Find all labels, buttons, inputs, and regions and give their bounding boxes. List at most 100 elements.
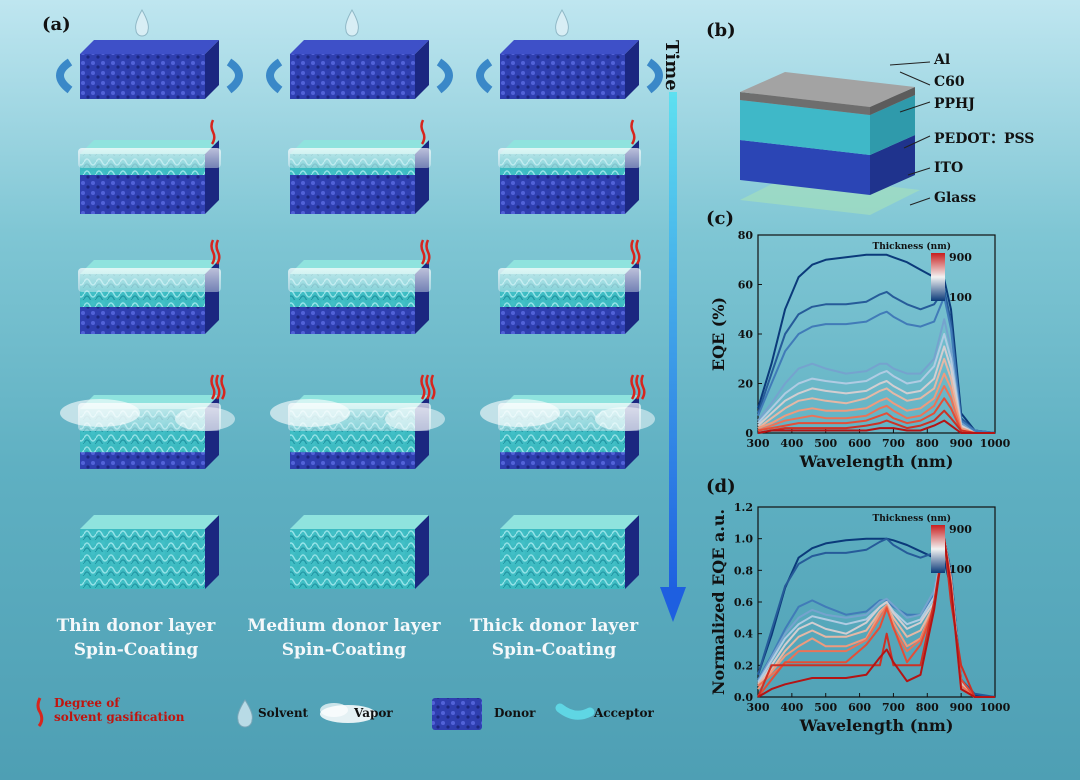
series-line bbox=[757, 318, 995, 434]
colorbar-min-label: 100 bbox=[949, 563, 972, 576]
panel-label-c: (c) bbox=[706, 208, 734, 229]
acceptor-icon bbox=[555, 703, 595, 720]
flame-icon bbox=[210, 374, 216, 400]
x-tick-label: 300 bbox=[747, 701, 770, 714]
caption-line: Thin donor layer bbox=[56, 616, 216, 636]
y-tick-label: 0 bbox=[745, 427, 753, 440]
series-line bbox=[757, 333, 995, 434]
x-tick-label: 900 bbox=[950, 701, 973, 714]
flame-icon bbox=[215, 374, 221, 400]
series-line bbox=[757, 397, 995, 434]
stage-block bbox=[80, 40, 219, 99]
x-tick-label: 800 bbox=[916, 437, 939, 450]
column-caption-medium: Medium donor layer Spin-Coating bbox=[244, 614, 444, 662]
series-line bbox=[757, 419, 995, 434]
stage-block bbox=[80, 515, 219, 589]
flame-icon bbox=[630, 119, 636, 145]
colorbar-max-label: 900 bbox=[949, 523, 972, 536]
caption-line: Spin-Coating bbox=[281, 640, 407, 660]
series-line bbox=[757, 537, 995, 698]
legend-text-line: Degree of bbox=[54, 696, 120, 710]
y-tick-label: 0.4 bbox=[734, 628, 753, 641]
series-line bbox=[757, 295, 996, 434]
layer-label-al: Al bbox=[934, 52, 951, 68]
caption-line: Spin-Coating bbox=[73, 640, 199, 660]
solvent-drop-icon bbox=[345, 8, 359, 37]
rotation-arrow-icon bbox=[266, 58, 283, 94]
column-caption-thin: Thin donor layer Spin-Coating bbox=[36, 614, 236, 662]
x-tick-label: 900 bbox=[950, 437, 973, 450]
legend-icons bbox=[36, 697, 595, 730]
solvent-drop-icon bbox=[135, 8, 149, 37]
panel-label-d: (d) bbox=[706, 476, 736, 497]
y-tick-label: 1.0 bbox=[734, 533, 753, 546]
flame-icon bbox=[635, 374, 641, 400]
stage-block bbox=[270, 395, 445, 469]
legend-solvent: Solvent bbox=[258, 706, 309, 720]
x-tick-label: 1000 bbox=[980, 701, 1011, 714]
flame-icon bbox=[420, 374, 426, 400]
flame-icon bbox=[425, 374, 431, 400]
stage-block bbox=[78, 260, 221, 334]
stage-block bbox=[288, 260, 431, 334]
flame-icon bbox=[640, 374, 646, 400]
y-tick-label: 1.2 bbox=[734, 501, 753, 514]
series-line bbox=[757, 537, 995, 698]
flame-icon bbox=[210, 239, 216, 265]
rotation-arrow-icon bbox=[646, 58, 663, 94]
colorbar-max-label: 900 bbox=[949, 251, 972, 264]
flame-icon bbox=[215, 239, 221, 265]
x-tick-label: 600 bbox=[848, 701, 871, 714]
rotation-arrow-icon bbox=[436, 58, 453, 94]
layer-label-c60: C60 bbox=[934, 74, 965, 90]
flame-icon bbox=[36, 697, 44, 727]
y-tick-label: 0.0 bbox=[734, 691, 753, 704]
colorbar-title: Thickness (nm) bbox=[873, 241, 952, 252]
series-line bbox=[757, 372, 995, 434]
y-tick-label: 0.6 bbox=[734, 596, 753, 609]
caption-line: Spin-Coating bbox=[491, 640, 617, 660]
legend-text-line: solvent gasification bbox=[54, 710, 185, 724]
rotation-arrow-icon bbox=[476, 58, 493, 94]
series-line bbox=[757, 253, 996, 434]
solvent-drop-icon bbox=[237, 699, 253, 728]
layer-label-ito: ITO bbox=[934, 160, 964, 176]
flame-icon bbox=[430, 374, 436, 400]
stage-block bbox=[498, 260, 641, 334]
column-caption-thick: Thick donor layer Spin-Coating bbox=[454, 614, 654, 662]
flame-icon bbox=[630, 374, 636, 400]
legend-gasification: Degree of solvent gasification bbox=[54, 696, 185, 724]
stage-block bbox=[498, 140, 641, 214]
x-axis-title: Wavelength (nm) bbox=[799, 452, 954, 471]
x-tick-label: 1000 bbox=[980, 437, 1011, 450]
layer-leader-lines bbox=[889, 61, 931, 206]
time-label: Time bbox=[661, 40, 682, 91]
panel-label-b: (b) bbox=[706, 20, 736, 41]
flame-icon bbox=[220, 374, 226, 400]
rotation-arrow-icon bbox=[226, 58, 243, 94]
series-line bbox=[757, 385, 995, 434]
series-line bbox=[757, 409, 995, 434]
eqe-chart: 300 400 500 600 700 800 900 1000 0 20 40 60 80 Wavele… bbox=[709, 229, 1011, 471]
x-tick-label: 600 bbox=[848, 437, 871, 450]
stage-block bbox=[60, 395, 235, 469]
panel-label-a: (a) bbox=[42, 14, 71, 35]
x-tick-label: 300 bbox=[747, 437, 770, 450]
x-tick-label: 500 bbox=[814, 437, 837, 450]
donor-icon bbox=[432, 698, 482, 730]
normalized-eqe-chart: 300 400 500 600 700 800 900 1000 0.0 0.2 0.4 0.6 0.8… bbox=[709, 501, 1011, 735]
flame-icon bbox=[210, 119, 216, 145]
y-tick-label: 60 bbox=[738, 279, 754, 292]
flame-icon bbox=[420, 119, 426, 145]
series-line bbox=[757, 345, 995, 434]
layer-label-pphj: PPHJ bbox=[934, 96, 975, 112]
y-tick-label: 20 bbox=[738, 378, 754, 391]
y-axis-title: Normalized EQE a.u. bbox=[709, 509, 728, 695]
y-tick-label: 0.8 bbox=[734, 564, 753, 577]
colorbar-title: Thickness (nm) bbox=[873, 513, 952, 524]
flame-icon bbox=[630, 239, 636, 265]
y-tick-label: 40 bbox=[738, 328, 754, 341]
series-line bbox=[757, 357, 995, 434]
layer-label-pedot: PEDOT：PSS bbox=[934, 131, 1035, 147]
caption-line: Thick donor layer bbox=[469, 616, 639, 636]
